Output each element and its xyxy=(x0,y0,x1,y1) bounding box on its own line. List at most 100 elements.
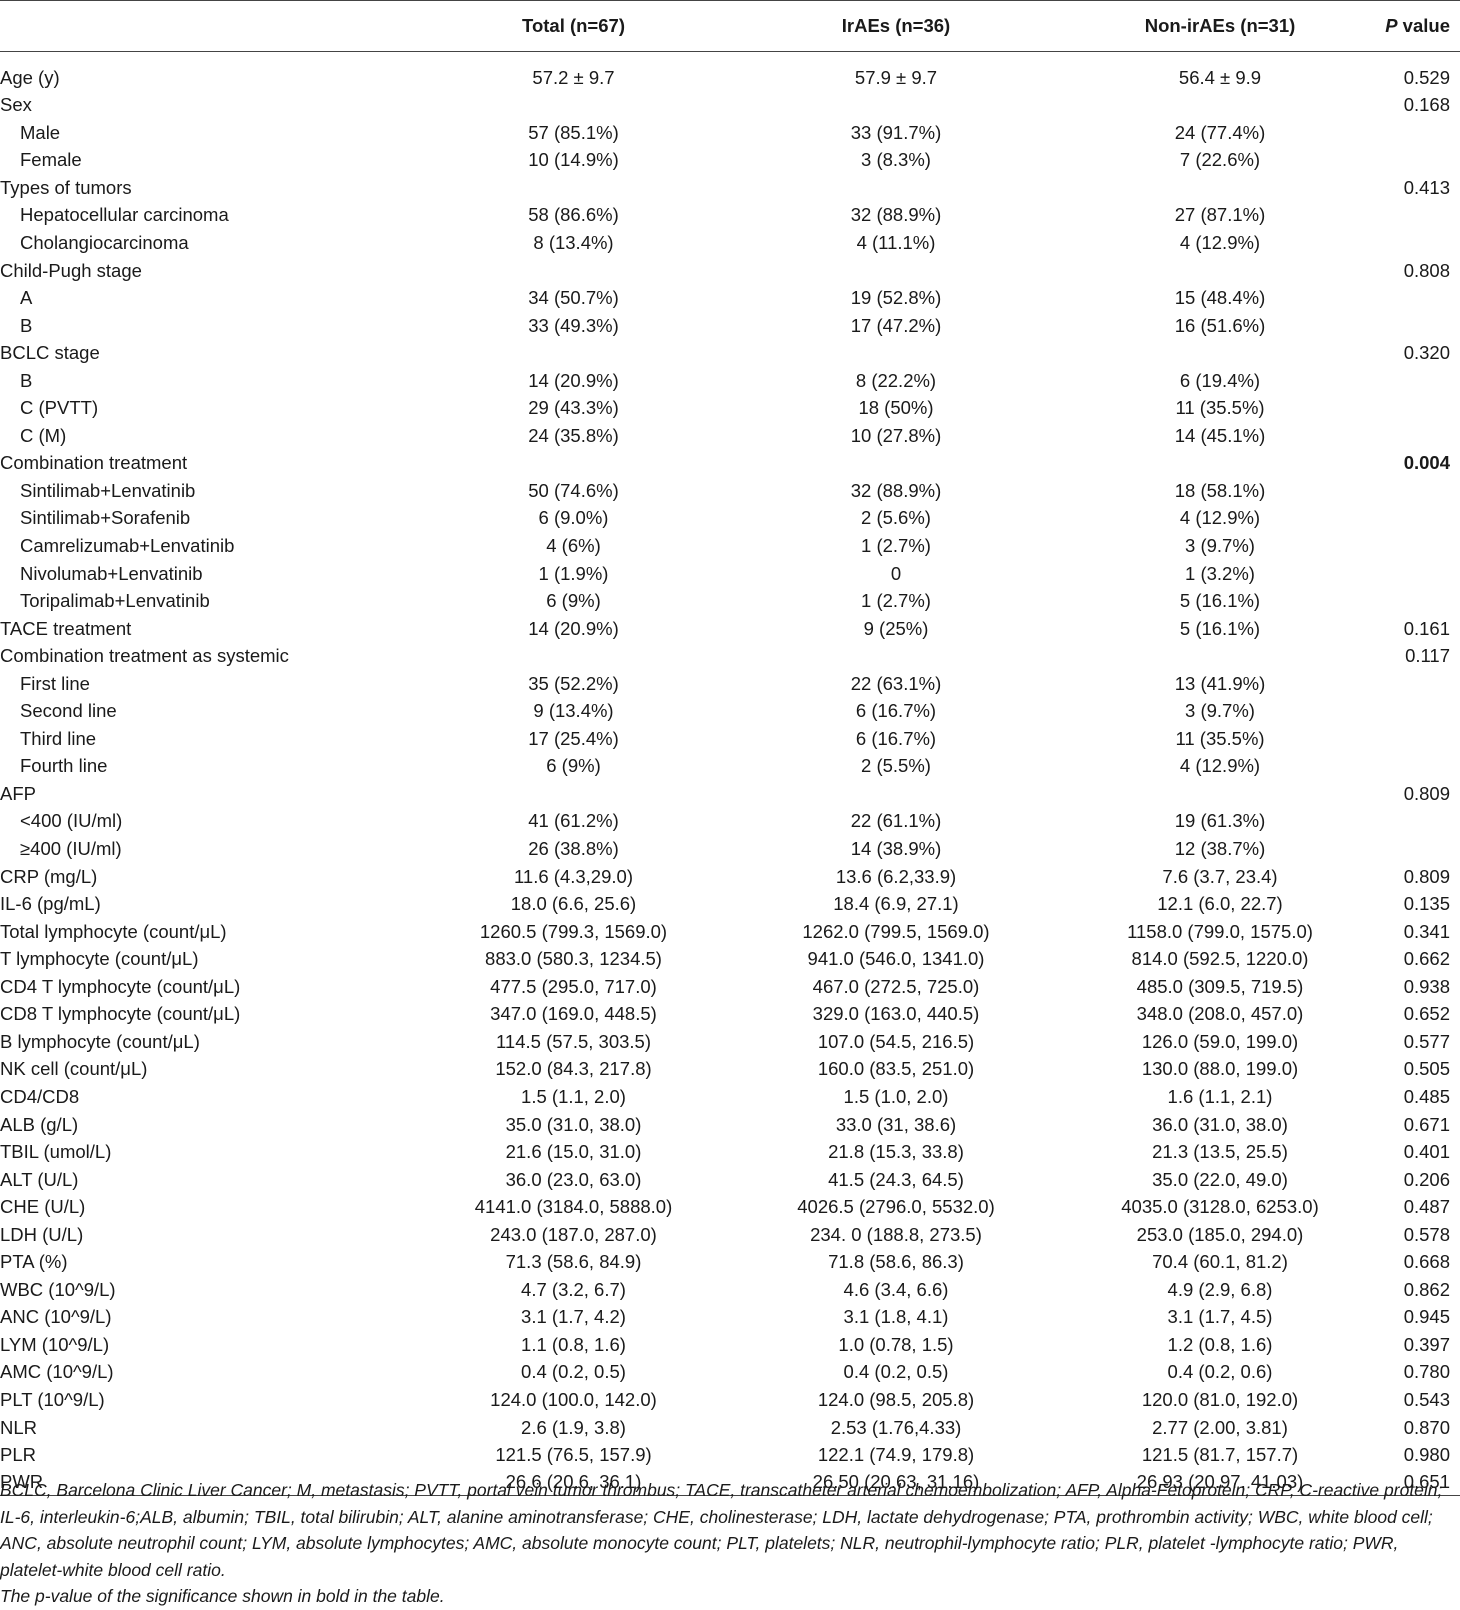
table-row: Types of tumors 0.413 xyxy=(0,174,1460,202)
cell-total: 21.6 (15.0, 31.0) xyxy=(505,1141,642,1163)
cell-iraes: 71.8 (58.6, 86.3) xyxy=(828,1251,964,1273)
table-row: AFP 0.809 xyxy=(0,780,1460,808)
cell-total xyxy=(410,642,737,670)
cell-p-value: 0.341 xyxy=(1403,920,1450,942)
cell-iraes: 13.6 (6.2,33.9) xyxy=(835,865,957,887)
table-footnote: BCLC, Barcelona Clinic Liver Cancer; M, … xyxy=(0,1477,1458,1610)
cell-total: 4 (6%) xyxy=(546,535,601,557)
cell-non-iraes: 4 (12.9%) xyxy=(1179,232,1261,253)
table-row: ANC (10^9/L) 3.1 (1.7, 4.2) 3.1 (1.8, 4.1)… xyxy=(0,1303,1460,1331)
cell-p-value: 0.320 xyxy=(1403,342,1450,364)
table-row: TACE treatment 14 (20.9%) 9 (25%) 5 (16.1%)… xyxy=(0,614,1460,642)
row-label: CD4 T lymphocyte (count/μL) xyxy=(0,975,241,997)
cell-non-iraes: 1.6 (1.1, 2.1) xyxy=(1167,1085,1273,1107)
cell-p-value: 0.809 xyxy=(1403,865,1450,887)
table-row: CRP (mg/L) 11.6 (4.3,29.0) 13.6 (6.2,33.9)… xyxy=(0,862,1460,890)
cell-non-iraes: 21.3 (13.5, 25.5) xyxy=(1152,1141,1288,1163)
cell-total: 29 (43.3%) xyxy=(528,397,619,419)
cell-p-value xyxy=(1385,587,1460,615)
cell-p-value: 0.168 xyxy=(1403,94,1450,116)
cell-p-value xyxy=(1385,284,1460,312)
cell-p-value: 0.401 xyxy=(1403,1141,1450,1163)
cell-iraes: 2.53 (1.76,4.33) xyxy=(830,1416,962,1438)
cell-p-value xyxy=(1385,835,1460,863)
cell-iraes: 3.1 (1.8, 4.1) xyxy=(843,1306,949,1328)
table-row: CD8 T lymphocyte (count/μL) 347.0 (169.0,… xyxy=(0,1000,1460,1028)
cell-non-iraes: 5 (16.1%) xyxy=(1179,590,1261,612)
cell-total: 57.2 ± 9.7 xyxy=(532,67,615,88)
table-header: Total (n=67) IrAEs (n=36) Non-irAEs (n=3… xyxy=(0,0,1460,52)
table-row: Child-Pugh stage 0.808 xyxy=(0,256,1460,284)
cell-total: 4.7 (3.2, 6.7) xyxy=(521,1278,626,1300)
cell-non-iraes: 13 (41.9%) xyxy=(1174,672,1266,694)
row-label: ≥400 (IU/ml) xyxy=(20,838,122,860)
cell-iraes: 234. 0 (188.8, 273.5) xyxy=(810,1223,982,1245)
cell-non-iraes: 19 (61.3%) xyxy=(1174,810,1266,832)
row-label: CRP (mg/L) xyxy=(0,865,98,887)
row-label: C (PVTT) xyxy=(20,397,99,419)
cell-non-iraes: 3 (9.7%) xyxy=(1185,700,1255,722)
cell-total: 2.6 (1.9, 3.8) xyxy=(521,1416,626,1438)
cell-p-value xyxy=(1385,119,1460,147)
cell-iraes: 10 (27.8%) xyxy=(850,424,942,446)
row-label: Nivolumab+Lenvatinib xyxy=(20,562,203,584)
row-label: B xyxy=(20,314,33,336)
cell-iraes: 26.50 (20.63, 31.16) xyxy=(737,1468,1055,1497)
row-label: Female xyxy=(20,149,82,171)
cell-p-value: 0.578 xyxy=(1403,1223,1450,1245)
row-label: <400 (IU/ml) xyxy=(20,810,123,832)
header-non-iraes: Non-irAEs (n=31) xyxy=(1055,0,1385,52)
table-row: ALB (g/L) 35.0 (31.0, 38.0) 33.0 (31, 38.6… xyxy=(0,1110,1460,1138)
row-label: Sex xyxy=(0,94,32,116)
cell-p-value xyxy=(1385,366,1460,394)
cell-non-iraes: 348.0 (208.0, 457.0) xyxy=(1136,1003,1304,1025)
cell-total: 0.4 (0.2, 0.5) xyxy=(521,1361,626,1383)
cell-total xyxy=(410,339,737,367)
header-p-rest: value xyxy=(1397,15,1450,36)
row-label: A xyxy=(20,287,33,309)
table-row: PWR 26.6 (20.6, 36.1) 26.50 (20.63, 31.16)… xyxy=(0,1468,1460,1497)
table-row: BCLC stage 0.320 xyxy=(0,339,1460,367)
footnote-significance: The p-value of the significance shown in… xyxy=(0,1586,445,1606)
table-row: TBIL (umol/L) 21.6 (15.0, 31.0) 21.8 (15.3… xyxy=(0,1138,1460,1166)
table-row: Sex 0.168 xyxy=(0,91,1460,119)
cell-iraes: 122.1 (74.9, 179.8) xyxy=(817,1444,975,1466)
cell-p-value: 0.780 xyxy=(1403,1361,1450,1383)
row-label: Third line xyxy=(20,727,97,749)
row-label: Combination treatment xyxy=(0,452,188,474)
cell-non-iraes: 18 (58.1%) xyxy=(1174,479,1266,501)
table-row: B lymphocyte (count/μL) 114.5 (57.5, 303.… xyxy=(0,1028,1460,1056)
cell-non-iraes: 4.9 (2.9, 6.8) xyxy=(1167,1278,1273,1300)
row-label: PWR xyxy=(0,1468,410,1497)
cell-non-iraes: 27 (87.1%) xyxy=(1174,204,1266,226)
cell-non-iraes: 4 (12.9%) xyxy=(1179,755,1261,777)
cell-non-iraes: 12.1 (6.0, 22.7) xyxy=(1157,893,1283,915)
cell-total: 6 (9%) xyxy=(546,755,601,777)
row-label: PTA (%) xyxy=(0,1251,68,1273)
cell-total: 1260.5 (799.3, 1569.0) xyxy=(479,920,668,942)
cell-iraes: 941.0 (546.0, 1341.0) xyxy=(807,948,985,970)
cell-iraes: 18.4 (6.9, 27.1) xyxy=(833,893,959,915)
cell-iraes: 6 (16.7%) xyxy=(855,727,937,749)
cell-total: 35 (52.2%) xyxy=(528,672,619,694)
cell-total: 6 (9.0%) xyxy=(538,507,609,529)
row-label: NLR xyxy=(0,1416,38,1438)
cell-total: 4141.0 (3184.0, 5888.0) xyxy=(474,1196,673,1218)
table-row: PLT (10^9/L) 124.0 (100.0, 142.0) 124.0 (9… xyxy=(0,1386,1460,1414)
cell-p-value: 0.543 xyxy=(1403,1388,1450,1410)
cell-p-value xyxy=(1385,504,1460,532)
cell-total: 17 (25.4%) xyxy=(528,727,619,749)
cell-non-iraes: 6 (19.4%) xyxy=(1179,369,1261,391)
cell-non-iraes: 1 (3.2%) xyxy=(1185,562,1255,584)
table-row: AMC (10^9/L) 0.4 (0.2, 0.5) 0.4 (0.2, 0.5)… xyxy=(0,1358,1460,1386)
cell-iraes xyxy=(737,642,1055,670)
cell-non-iraes: 3 (9.7%) xyxy=(1185,535,1255,557)
cell-iraes: 1.5 (1.0, 2.0) xyxy=(843,1085,949,1107)
table-row: Cholangiocarcinoma 8 (13.4%) 4 (11.1%) 4 (1… xyxy=(0,229,1460,257)
cell-iraes: 22 (61.1%) xyxy=(850,810,942,832)
cell-total xyxy=(410,256,737,284)
cell-iraes: 33.0 (31, 38.6) xyxy=(835,1113,957,1135)
cell-total: 6 (9%) xyxy=(546,590,601,612)
cell-iraes xyxy=(737,91,1055,119)
row-label: Total lymphocyte (count/μL) xyxy=(0,920,227,942)
